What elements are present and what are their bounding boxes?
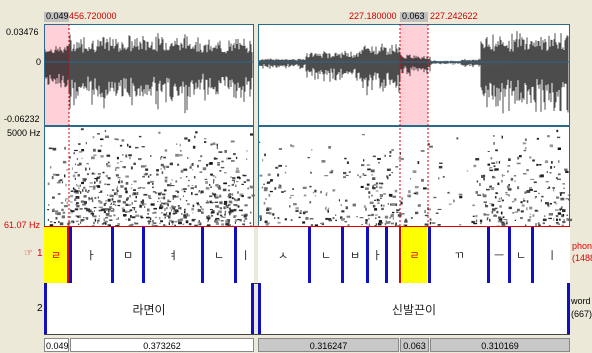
phone-segment[interactable]: ㄴ <box>511 227 531 283</box>
spectrogram-fmax: 5000 Hz <box>7 128 41 138</box>
phone-segment-selected-left[interactable]: ㄹ <box>44 227 68 283</box>
tier-2-name: word <box>571 296 591 306</box>
bottom-left-selection[interactable]: 0.049 <box>44 338 69 352</box>
phone-segment[interactable]: ㅂ <box>344 227 366 283</box>
tier-1-name: phone <box>572 241 592 251</box>
phone-segment[interactable]: ㄴ <box>204 227 234 283</box>
phone-segment[interactable]: ㄴ <box>311 227 341 283</box>
waveform-frame-left <box>44 24 254 126</box>
waveform-ymax: 0.03476 <box>6 27 39 37</box>
phone-segment[interactable]: ㅏ <box>369 227 385 283</box>
boundary[interactable] <box>567 283 570 335</box>
right-selection-duration: 0.063 <box>402 11 425 21</box>
boundary[interactable] <box>341 227 344 283</box>
tier-2-count: (667) <box>571 309 592 319</box>
boundary[interactable] <box>531 227 534 283</box>
waveform-yzero: 0 <box>36 57 42 67</box>
bottom-right-after[interactable]: 0.310169 <box>430 338 570 352</box>
phone-segment[interactable]: ㅣ <box>534 227 570 283</box>
boundary[interactable] <box>508 227 511 283</box>
boundary[interactable] <box>69 227 72 283</box>
boundary[interactable] <box>428 227 431 283</box>
tier-1-count: (1488 <box>572 253 592 263</box>
left-selection-duration: 0.049 <box>46 11 69 21</box>
tier-2-number[interactable]: 2 <box>37 303 43 314</box>
word-interval-right[interactable]: 신발끈이 <box>261 283 567 335</box>
right-selection-duration-bar[interactable] <box>400 12 428 22</box>
waveform-frame-right <box>258 24 570 126</box>
boundary[interactable] <box>258 283 261 335</box>
spectrogram-fmin: 61.07 Hz <box>4 220 41 230</box>
boundary[interactable] <box>366 227 369 283</box>
boundary[interactable] <box>308 227 311 283</box>
left-cursor-time: 456.720000 <box>69 11 117 21</box>
phone-segment[interactable]: ㅅ <box>258 227 308 283</box>
bottom-left-remainder[interactable]: 0.373262 <box>70 338 254 352</box>
phone-segment[interactable]: ㅏ <box>71 227 111 283</box>
phone-segment[interactable] <box>388 227 400 283</box>
word-interval-left[interactable]: 라면이 <box>47 283 251 335</box>
waveform-ymin: -0.06232 <box>4 114 40 124</box>
phone-segment[interactable]: ㅡ <box>490 227 508 283</box>
boundary[interactable] <box>234 227 237 283</box>
phone-segment-selected-right[interactable]: ㄹ <box>402 227 427 283</box>
boundary[interactable] <box>201 227 204 283</box>
phone-segment[interactable]: ㄲ <box>431 227 487 283</box>
right-selection-highlight <box>400 24 428 126</box>
tier-1-pointer-icon: ☞ <box>24 248 33 259</box>
boundary[interactable] <box>251 283 254 335</box>
boundary-red[interactable] <box>399 227 401 283</box>
bottom-right-selection[interactable]: 0.063 <box>400 338 429 352</box>
boundary[interactable] <box>142 227 145 283</box>
phone-segment[interactable]: ㅣ <box>237 227 254 283</box>
boundary-red[interactable] <box>67 227 69 283</box>
right-cursor-time-b: 227.242622 <box>430 11 478 21</box>
tier-1-number[interactable]: 1 <box>37 248 43 259</box>
phone-segment[interactable]: ㅁ <box>114 227 142 283</box>
left-selection-duration-bar[interactable] <box>44 12 69 22</box>
phone-segment[interactable]: ㅕ <box>145 227 201 283</box>
boundary[interactable] <box>487 227 490 283</box>
boundary[interactable] <box>111 227 114 283</box>
bottom-right-before[interactable]: 0.316247 <box>258 338 399 352</box>
boundary[interactable] <box>44 283 47 335</box>
right-cursor-time-a: 227.180000 <box>349 11 397 21</box>
boundary[interactable] <box>385 227 388 283</box>
